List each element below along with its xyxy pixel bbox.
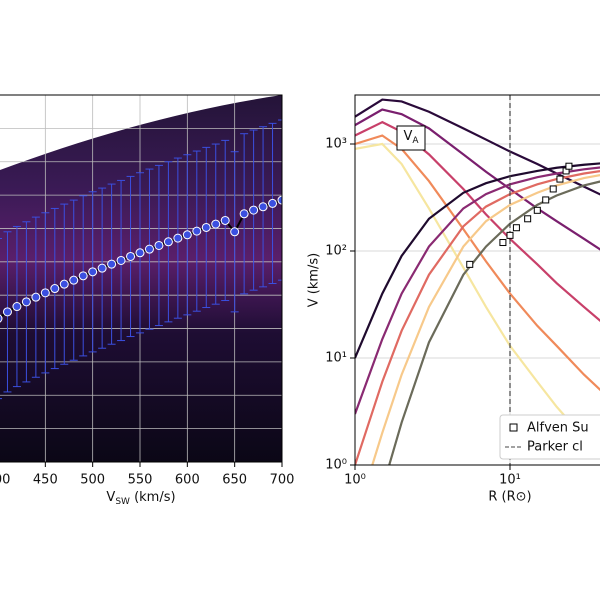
alfven-point bbox=[556, 175, 564, 183]
axis-frame bbox=[354, 94, 600, 466]
x-axis-label-main: V bbox=[106, 490, 115, 505]
point bbox=[211, 219, 221, 229]
point bbox=[31, 292, 41, 302]
point bbox=[69, 275, 79, 285]
plot-area bbox=[0, 95, 282, 462]
profile-curve bbox=[355, 108, 600, 251]
profile-curve bbox=[355, 166, 600, 415]
annotation-main: V bbox=[403, 129, 412, 144]
point bbox=[50, 284, 60, 294]
point bbox=[97, 263, 107, 273]
point bbox=[126, 251, 136, 261]
alfven-point bbox=[512, 224, 520, 232]
point bbox=[268, 198, 278, 208]
point bbox=[88, 267, 98, 277]
y-tick-label: 10² bbox=[325, 243, 347, 258]
alfven-point bbox=[565, 162, 573, 170]
point bbox=[59, 279, 69, 289]
alfven-point bbox=[533, 206, 541, 214]
x-tick-label: 450 bbox=[33, 473, 58, 488]
x-axis-label-rest: (km/s) bbox=[130, 490, 176, 505]
right-plot: 10⁰ 10¹ 10² 10³ 10⁰ 10¹ VA Alfven Su Parker cl R … bbox=[307, 94, 600, 505]
legend-box bbox=[499, 414, 600, 460]
density-map bbox=[0, 95, 282, 462]
point bbox=[12, 302, 22, 312]
legend-label: Alfven Su bbox=[527, 421, 589, 436]
x-tick-label: 650 bbox=[222, 473, 247, 488]
plot-area bbox=[355, 95, 600, 465]
x-axis-label: VSW (km/s) bbox=[106, 490, 175, 507]
profile-curve bbox=[355, 98, 600, 196]
x-tick-label: 500 bbox=[80, 473, 105, 488]
alfven-point bbox=[524, 215, 532, 223]
y-tick-label: 10³ bbox=[325, 136, 347, 151]
point bbox=[163, 237, 173, 247]
x-tick-label: 10¹ bbox=[499, 473, 521, 488]
point bbox=[0, 314, 3, 323]
x-tick-label: 550 bbox=[128, 473, 153, 488]
point bbox=[201, 222, 211, 232]
point bbox=[192, 226, 202, 236]
profile-curve bbox=[371, 174, 600, 465]
point bbox=[239, 209, 249, 219]
x-axis-label: R (R⊙) bbox=[488, 490, 531, 505]
annotation-sub: A bbox=[412, 136, 419, 146]
legend-marker bbox=[509, 423, 518, 432]
point bbox=[107, 259, 117, 269]
axis-frame bbox=[0, 94, 283, 463]
point bbox=[2, 307, 12, 317]
annotation: VA bbox=[403, 129, 419, 146]
x-tick-label: 600 bbox=[175, 473, 200, 488]
profile-curve bbox=[355, 170, 600, 465]
alfven-point bbox=[549, 185, 557, 193]
alfven-point bbox=[506, 231, 514, 239]
alfven-point bbox=[542, 196, 550, 204]
y-tick-label: 10⁰ bbox=[325, 458, 347, 473]
point bbox=[182, 230, 192, 240]
x-axis-label-sub: SW bbox=[115, 497, 130, 507]
point bbox=[135, 248, 145, 258]
point bbox=[40, 288, 50, 298]
point bbox=[144, 244, 154, 254]
point bbox=[154, 240, 164, 250]
x-tick-label: 10⁰ bbox=[344, 473, 366, 488]
point bbox=[230, 227, 240, 237]
x-tick-label: 400 bbox=[0, 473, 10, 488]
point bbox=[116, 255, 126, 265]
point bbox=[78, 271, 88, 281]
profile-curve bbox=[355, 162, 600, 359]
point bbox=[258, 202, 268, 212]
point bbox=[21, 297, 31, 307]
alfven-point bbox=[466, 260, 474, 268]
y-axis-label: V (km/s) bbox=[307, 253, 322, 308]
alfven-point bbox=[499, 239, 507, 247]
y-tick-label: 10¹ bbox=[325, 350, 347, 365]
point bbox=[277, 195, 282, 205]
profile-curve bbox=[388, 180, 600, 465]
point bbox=[220, 215, 230, 225]
point bbox=[173, 233, 183, 243]
point bbox=[249, 205, 259, 215]
annotation-box bbox=[396, 125, 426, 151]
x-tick-label: 700 bbox=[270, 473, 295, 488]
legend-label: Parker cl bbox=[527, 440, 583, 455]
left-plot: 400 450 500 550 600 650 700 VSW (km/s) bbox=[0, 94, 295, 507]
